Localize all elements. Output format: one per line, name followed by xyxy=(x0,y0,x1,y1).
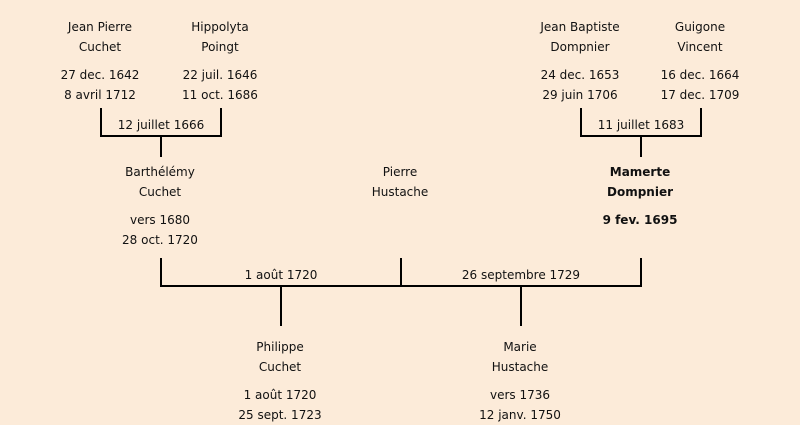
person-barthelemy-cuchet[interactable]: Barthélémy Cuchet vers 1680 28 oct. 1720 xyxy=(85,162,235,250)
person-last-name: Poingt xyxy=(201,40,239,54)
marriage-date: 26 septembre 1729 xyxy=(461,268,581,282)
person-first-name: Jean Pierre xyxy=(67,20,133,34)
death-date: 25 sept. 1723 xyxy=(238,408,322,422)
person-first-name: Pierre xyxy=(382,165,418,179)
birth-date: 24 dec. 1653 xyxy=(540,68,620,82)
person-first-name: Marie xyxy=(503,340,537,354)
marriage-date: 11 juillet 1683 xyxy=(597,118,685,132)
marriage-date: 1 août 1720 xyxy=(244,268,318,282)
birth-date: 27 dec. 1642 xyxy=(60,68,140,82)
marriage-date: 12 juillet 1666 xyxy=(117,118,205,132)
birth-date: vers 1680 xyxy=(129,213,191,227)
birth-date: vers 1736 xyxy=(489,388,551,402)
death-date: 17 dec. 1709 xyxy=(660,88,740,102)
death-date: 29 juin 1706 xyxy=(542,88,618,102)
death-date: 28 oct. 1720 xyxy=(122,233,198,247)
person-first-name: Jean Baptiste xyxy=(540,20,620,34)
person-last-name: Dompnier xyxy=(606,185,673,199)
person-last-name: Cuchet xyxy=(138,185,182,199)
person-guigone-vincent[interactable]: Guigone Vincent 16 dec. 1664 17 dec. 170… xyxy=(625,17,775,105)
death-date: 11 oct. 1686 xyxy=(182,88,258,102)
person-first-name: Hippolyta xyxy=(191,20,249,34)
person-mamerte-dompnier[interactable]: Mamerte Dompnier 9 fev. 1695 xyxy=(565,162,715,230)
person-jean-pierre-cuchet[interactable]: Jean Pierre Cuchet 27 dec. 1642 8 avril … xyxy=(25,17,175,105)
person-first-name: Philippe xyxy=(256,340,304,354)
person-last-name: Cuchet xyxy=(78,40,122,54)
person-last-name: Dompnier xyxy=(550,40,610,54)
person-last-name: Cuchet xyxy=(258,360,302,374)
death-date: 12 janv. 1750 xyxy=(479,408,561,422)
person-last-name: Hustache xyxy=(371,185,429,199)
person-jean-baptiste-dompnier[interactable]: Jean Baptiste Dompnier 24 dec. 1653 29 j… xyxy=(505,17,655,105)
person-marie-hustache[interactable]: Marie Hustache vers 1736 12 janv. 1750 xyxy=(445,337,595,425)
birth-date: 22 juil. 1646 xyxy=(182,68,258,82)
person-hippolyta-poingt[interactable]: Hippolyta Poingt 22 juil. 1646 11 oct. 1… xyxy=(145,17,295,105)
person-pierre-hustache[interactable]: Pierre Hustache xyxy=(325,162,475,202)
person-first-name: Barthélémy xyxy=(125,165,195,179)
person-last-name: Hustache xyxy=(491,360,549,374)
person-first-name: Mamerte xyxy=(609,165,671,179)
birth-date: 16 dec. 1664 xyxy=(660,68,740,82)
person-last-name: Vincent xyxy=(677,40,723,54)
person-first-name: Guigone xyxy=(674,20,726,34)
birth-date: 1 août 1720 xyxy=(243,388,317,402)
person-philippe-cuchet[interactable]: Philippe Cuchet 1 août 1720 25 sept. 172… xyxy=(205,337,355,425)
death-date: 8 avril 1712 xyxy=(64,88,136,102)
birth-date: 9 fev. 1695 xyxy=(602,213,678,227)
